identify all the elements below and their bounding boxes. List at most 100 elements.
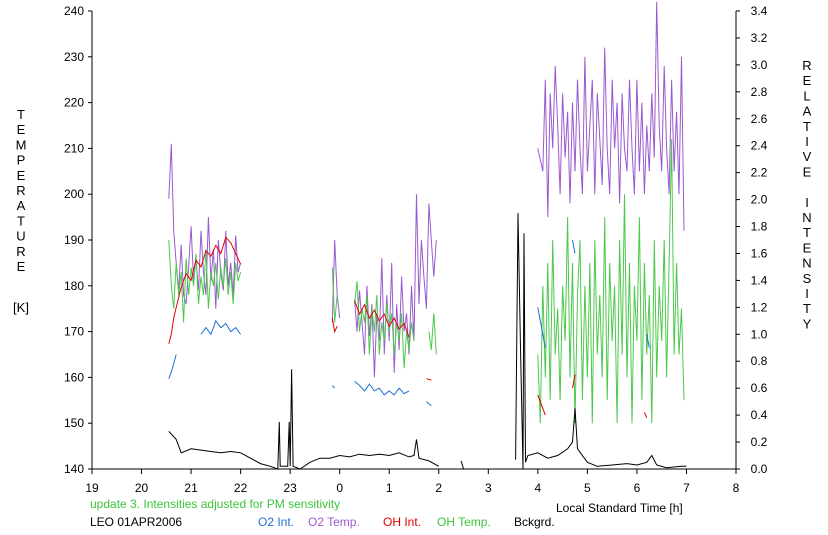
right-label-letter: S [803,271,812,286]
right-label-letter: I [805,195,809,210]
right-tick-label: 0.6 [751,381,768,395]
x-tick-label: 3 [485,481,492,495]
right-label-letter: T [803,301,811,316]
right-tick-label: 2.0 [751,193,768,207]
right-label-letter: T [803,225,811,240]
right-label-letter: E [803,240,812,255]
series-line-segment [643,412,648,419]
x-tick-label: 23 [283,481,297,495]
left-tick-label: 180 [64,279,84,293]
right-label-letter: Y [803,316,812,331]
series-line-segment [572,239,576,254]
x-tick-label: 19 [85,481,99,495]
right-label-letter: R [802,58,811,73]
x-tick-label: 0 [336,481,343,495]
series-line-segment [354,381,410,396]
left-label-unit: [K] [13,300,29,315]
left-tick-label: 200 [64,187,84,201]
x-tick-label: 8 [733,481,740,495]
series-line-segment [426,378,432,381]
right-label-letter: A [803,104,812,119]
right-tick-label: 0.8 [751,354,768,368]
right-label-letter: E [803,73,812,88]
right-label-letter: I [805,134,809,149]
right-tick-label: 0.0 [751,462,768,476]
left-label-letter: U [16,229,25,244]
x-tick-label: 22 [234,481,248,495]
series-line-segment [537,307,546,348]
right-label-letter: N [802,256,811,271]
x-tick-label: 4 [535,481,542,495]
x-tick-label: 5 [584,481,591,495]
series-line-segment [460,460,464,470]
series-o2-temp [168,1,685,378]
x-axis-label: Local Standard Time [h] [556,501,683,515]
left-tick-label: 190 [64,233,84,247]
series-bckgrd [168,213,687,470]
series-line-segment [168,369,440,470]
series-line-segment [428,313,437,355]
x-tick-label: 20 [135,481,149,495]
right-label-letter: N [802,210,811,225]
series-line-segment [354,194,437,378]
right-tick-label: 3.4 [751,4,768,18]
series-layer [168,1,687,470]
series-line-segment [168,143,242,309]
series-line-segment [331,318,338,334]
legend-oh-temp: OH Temp. [437,515,491,529]
left-tick-label: 220 [64,96,84,110]
left-tick-label: 160 [64,370,84,384]
series-line-segment [537,139,685,424]
legend-o2-temp: O2 Temp. [308,515,360,529]
right-label-letter: V [803,149,812,164]
series-line-segment [168,239,242,323]
series-line-segment [646,334,650,348]
right-tick-label: 3.2 [751,31,768,45]
x-tick-label: 6 [634,481,641,495]
right-tick-label: 2.4 [751,139,768,153]
series-line-segment [331,385,336,389]
series-line-segment [426,401,432,407]
left-tick-label: 210 [64,141,84,155]
left-label-letter: R [16,244,25,259]
left-label-letter: E [17,259,26,274]
right-tick-label: 3.0 [751,58,768,72]
left-label-letter: E [17,168,26,183]
series-o2-int [168,239,650,407]
left-label-letter: R [16,183,25,198]
note-text: update 3. Intensities adjusted for PM se… [90,497,340,511]
left-tick-label: 230 [64,50,84,64]
x-tick-label: 1 [386,481,393,495]
right-tick-label: 1.6 [751,246,768,260]
x-tick-label: 7 [683,481,690,495]
left-label-letter: E [17,122,26,137]
left-tick-label: 170 [64,325,84,339]
axes-layer: 140 150 160 170 180 190 200 210 220 230 2 4 0 0.0 0.2 0… [64,4,768,495]
left-label-letter: M [16,137,27,152]
series-line-segment [515,213,687,470]
right-label-letter: L [803,88,810,103]
x-tick-label: 2 [435,481,442,495]
series-line-segment [168,354,177,379]
legend-oh-int: OH Int. [383,515,421,529]
x-tick-label: 21 [184,481,198,495]
left-label-letter: P [17,153,26,168]
right-tick-label: 1.2 [751,300,768,314]
series-line-segment [200,319,242,336]
left-label-letter: A [17,198,26,213]
right-tick-label: 0.2 [751,435,768,449]
left-tick-label: 140 [64,462,84,476]
series-oh-int [168,236,648,419]
left-tick-label: 150 [64,416,84,430]
right-tick-label: 1.8 [751,220,768,234]
station-text: LEO 01APR2006 [90,515,182,529]
series-line-segment [572,374,576,389]
series-line-segment [537,394,546,416]
series-line-segment [354,300,410,338]
right-tick-label: 0.4 [751,408,768,422]
series-oh-temp [168,139,685,424]
right-tick-label: 1.4 [751,273,768,287]
left-label-letter: T [17,213,25,228]
